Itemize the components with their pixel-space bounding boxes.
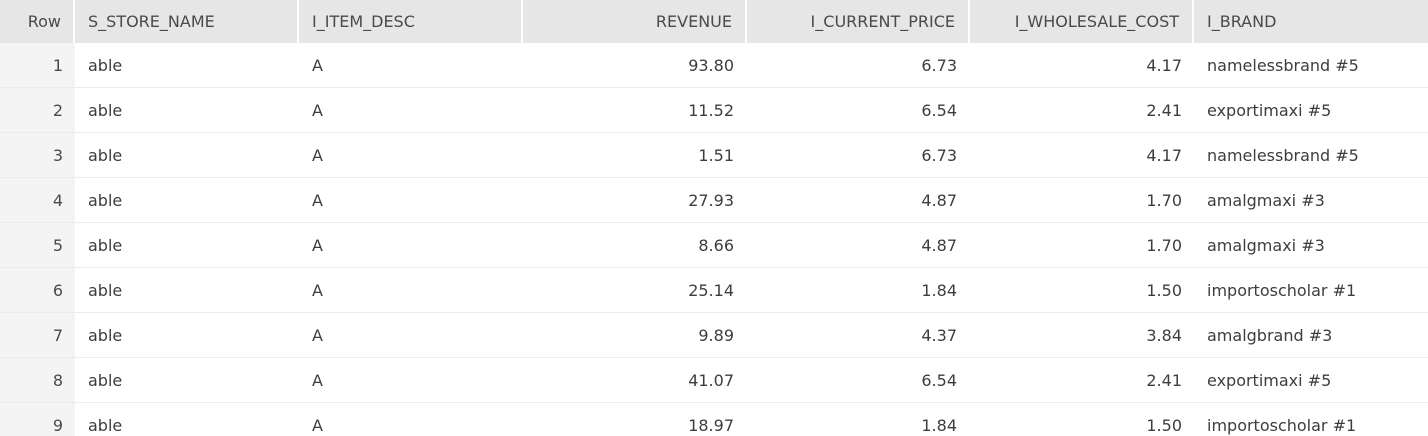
current-price-cell[interactable]: 1.84	[921, 280, 957, 300]
brand-cell[interactable]: importoscholar #1	[1207, 415, 1357, 435]
table-body: 1 able A 93.80 6.73 4.17 namelessbrand #5 2 able…	[0, 43, 1428, 436]
table-header: Row S_STORE_NAME I_ITEM_DESC REVENUE I_C…	[0, 0, 1428, 43]
brand-cell[interactable]: importoscholar #1	[1207, 280, 1357, 300]
revenue-cell[interactable]: 11.52	[688, 100, 734, 120]
revenue-cell[interactable]: 18.97	[688, 415, 734, 435]
store-name-cell[interactable]: able	[88, 325, 123, 345]
wholesale-cost-cell[interactable]: 2.41	[1146, 370, 1182, 390]
table-row[interactable]: 9 able A 18.97 1.84 1.50 importoscholar #1	[0, 403, 1428, 436]
wholesale-cost-cell[interactable]: 1.70	[1146, 235, 1182, 255]
revenue-cell[interactable]: 41.07	[688, 370, 734, 390]
wholesale-cost-cell[interactable]: 2.41	[1146, 100, 1182, 120]
item-desc-cell[interactable]: A	[312, 280, 323, 300]
store-name-cell[interactable]: able	[88, 190, 123, 210]
wholesale-cost-cell[interactable]: 1.50	[1146, 280, 1182, 300]
row-number-cell[interactable]: 7	[0, 313, 75, 357]
wholesale-cost-cell[interactable]: 4.17	[1146, 55, 1182, 75]
item-desc-cell[interactable]: A	[312, 190, 323, 210]
table-row[interactable]: 4 able A 27.93 4.87 1.70 amalgmaxi #3	[0, 178, 1428, 223]
brand-cell[interactable]: amalgbrand #3	[1207, 325, 1333, 345]
revenue-cell[interactable]: 27.93	[688, 190, 734, 210]
item-desc-cell[interactable]: A	[312, 145, 323, 165]
revenue-cell[interactable]: 93.80	[688, 55, 734, 75]
item-desc-cell[interactable]: A	[312, 325, 323, 345]
column-header-i-brand[interactable]: I_BRAND	[1194, 0, 1428, 43]
table-row[interactable]: 5 able A 8.66 4.87 1.70 amalgmaxi #3	[0, 223, 1428, 268]
brand-cell[interactable]: exportimaxi #5	[1207, 100, 1332, 120]
row-number-cell[interactable]: 8	[0, 358, 75, 402]
store-name-cell[interactable]: able	[88, 100, 123, 120]
row-number-cell[interactable]: 2	[0, 88, 75, 132]
store-name-cell[interactable]: able	[88, 55, 123, 75]
row-number-cell[interactable]: 9	[0, 403, 75, 436]
store-name-cell[interactable]: able	[88, 235, 123, 255]
row-number-cell[interactable]: 4	[0, 178, 75, 222]
current-price-cell[interactable]: 4.87	[921, 235, 957, 255]
current-price-cell[interactable]: 4.37	[921, 325, 957, 345]
current-price-cell[interactable]: 6.54	[921, 100, 957, 120]
item-desc-cell[interactable]: A	[312, 235, 323, 255]
column-header-row[interactable]: Row	[0, 0, 75, 43]
column-header-i-current-price[interactable]: I_CURRENT_PRICE	[747, 0, 970, 43]
current-price-cell[interactable]: 6.73	[921, 145, 957, 165]
wholesale-cost-cell[interactable]: 3.84	[1146, 325, 1182, 345]
store-name-cell[interactable]: able	[88, 415, 123, 435]
item-desc-cell[interactable]: A	[312, 370, 323, 390]
current-price-cell[interactable]: 6.54	[921, 370, 957, 390]
brand-cell[interactable]: exportimaxi #5	[1207, 370, 1332, 390]
table-row[interactable]: 6 able A 25.14 1.84 1.50 importoscholar #1	[0, 268, 1428, 313]
store-name-cell[interactable]: able	[88, 370, 123, 390]
row-number-cell[interactable]: 1	[0, 43, 75, 87]
brand-cell[interactable]: amalgmaxi #3	[1207, 190, 1325, 210]
table-row[interactable]: 2 able A 11.52 6.54 2.41 exportimaxi #5	[0, 88, 1428, 133]
table-row[interactable]: 8 able A 41.07 6.54 2.41 exportimaxi #5	[0, 358, 1428, 403]
table-row[interactable]: 7 able A 9.89 4.37 3.84 amalgbrand #3	[0, 313, 1428, 358]
table-row[interactable]: 3 able A 1.51 6.73 4.17 namelessbrand #5	[0, 133, 1428, 178]
column-header-s-store-name[interactable]: S_STORE_NAME	[75, 0, 299, 43]
column-header-i-item-desc[interactable]: I_ITEM_DESC	[299, 0, 523, 43]
row-number-cell[interactable]: 5	[0, 223, 75, 267]
wholesale-cost-cell[interactable]: 4.17	[1146, 145, 1182, 165]
current-price-cell[interactable]: 4.87	[921, 190, 957, 210]
brand-cell[interactable]: namelessbrand #5	[1207, 145, 1359, 165]
store-name-cell[interactable]: able	[88, 280, 123, 300]
item-desc-cell[interactable]: A	[312, 415, 323, 435]
wholesale-cost-cell[interactable]: 1.70	[1146, 190, 1182, 210]
item-desc-cell[interactable]: A	[312, 55, 323, 75]
row-number-cell[interactable]: 3	[0, 133, 75, 177]
table-row[interactable]: 1 able A 93.80 6.73 4.17 namelessbrand #5	[0, 43, 1428, 88]
row-number-cell[interactable]: 6	[0, 268, 75, 312]
revenue-cell[interactable]: 25.14	[688, 280, 734, 300]
revenue-cell[interactable]: 8.66	[698, 235, 734, 255]
revenue-cell[interactable]: 1.51	[698, 145, 734, 165]
brand-cell[interactable]: namelessbrand #5	[1207, 55, 1359, 75]
item-desc-cell[interactable]: A	[312, 100, 323, 120]
revenue-cell[interactable]: 9.89	[698, 325, 734, 345]
column-header-i-wholesale-cost[interactable]: I_WHOLESALE_COST	[970, 0, 1194, 43]
current-price-cell[interactable]: 1.84	[921, 415, 957, 435]
store-name-cell[interactable]: able	[88, 145, 123, 165]
brand-cell[interactable]: amalgmaxi #3	[1207, 235, 1325, 255]
column-header-revenue[interactable]: REVENUE	[523, 0, 747, 43]
current-price-cell[interactable]: 6.73	[921, 55, 957, 75]
wholesale-cost-cell[interactable]: 1.50	[1146, 415, 1182, 435]
